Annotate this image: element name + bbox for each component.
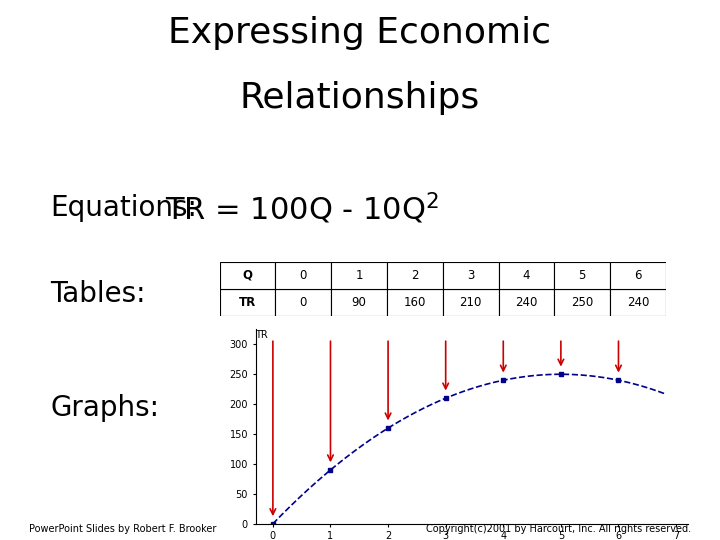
- Text: 210: 210: [459, 296, 482, 309]
- Text: 1: 1: [356, 269, 363, 282]
- Bar: [220, 289, 275, 316]
- Text: 250: 250: [571, 296, 593, 309]
- Text: PowerPoint Slides by Robert F. Brooker: PowerPoint Slides by Robert F. Brooker: [29, 523, 216, 534]
- Bar: [387, 262, 443, 289]
- Text: 0: 0: [300, 269, 307, 282]
- Text: TR: TR: [239, 296, 256, 309]
- Text: 5: 5: [579, 269, 586, 282]
- Bar: [554, 262, 610, 289]
- Text: Tables:: Tables:: [50, 280, 146, 308]
- Bar: [443, 289, 498, 316]
- Bar: [610, 289, 666, 316]
- Text: Equations:: Equations:: [50, 194, 197, 222]
- Text: 2: 2: [411, 269, 418, 282]
- Text: 90: 90: [351, 296, 366, 309]
- Text: 240: 240: [627, 296, 649, 309]
- Bar: [387, 289, 443, 316]
- Text: 160: 160: [404, 296, 426, 309]
- Text: 6: 6: [634, 269, 642, 282]
- Bar: [498, 262, 554, 289]
- Text: Expressing Economic: Expressing Economic: [168, 16, 552, 50]
- Text: TR: TR: [256, 330, 269, 340]
- Text: Relationships: Relationships: [240, 81, 480, 115]
- Text: 4: 4: [523, 269, 530, 282]
- Text: Copyright(c)2001 by Harcourt, Inc. All rights reserved.: Copyright(c)2001 by Harcourt, Inc. All r…: [426, 523, 691, 534]
- Bar: [610, 262, 666, 289]
- Bar: [498, 289, 554, 316]
- Text: Graphs:: Graphs:: [50, 394, 159, 422]
- Bar: [554, 289, 610, 316]
- Bar: [275, 289, 331, 316]
- Bar: [220, 262, 275, 289]
- Text: Q: Q: [243, 269, 253, 282]
- Bar: [443, 262, 498, 289]
- Text: 3: 3: [467, 269, 474, 282]
- Text: 240: 240: [516, 296, 538, 309]
- Text: 0: 0: [300, 296, 307, 309]
- Bar: [331, 262, 387, 289]
- Bar: [331, 289, 387, 316]
- Bar: [275, 262, 331, 289]
- Text: TR = 100Q - 10Q$^{2}$: TR = 100Q - 10Q$^{2}$: [166, 190, 439, 226]
